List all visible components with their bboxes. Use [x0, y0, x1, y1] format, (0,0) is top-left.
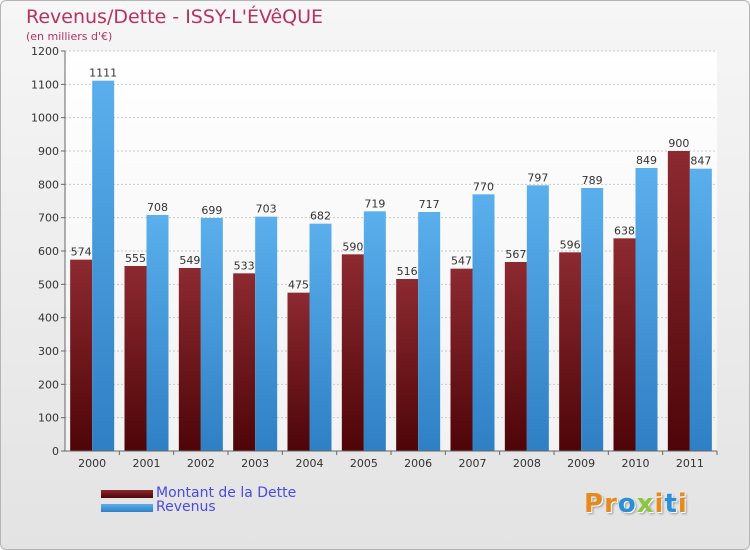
data-label-revenus: 770: [473, 180, 494, 193]
y-tick-label: 300: [38, 345, 59, 358]
bar-dette: [396, 279, 419, 451]
data-label-dette: 900: [668, 137, 689, 150]
logo-letter: i: [677, 489, 688, 519]
data-label-revenus: 847: [690, 155, 711, 168]
bar-dette: [341, 254, 364, 451]
bar-revenus: [635, 168, 658, 451]
data-label-revenus: 682: [310, 210, 331, 223]
x-tick-label: 2001: [133, 457, 161, 470]
x-tick-label: 2000: [78, 457, 106, 470]
y-tick-label: 500: [38, 278, 59, 291]
bar-dette: [70, 259, 93, 451]
y-tick-label: 100: [38, 412, 59, 425]
bar-revenus: [309, 223, 332, 451]
x-tick-label: 2011: [676, 457, 704, 470]
x-tick-label: 2008: [513, 457, 541, 470]
data-label-dette: 638: [614, 224, 635, 237]
bar-dette: [613, 238, 636, 451]
bar-dette: [124, 266, 147, 451]
y-tick-label: 800: [38, 178, 59, 191]
logo-letter: o: [617, 489, 637, 519]
proxiti-logo: Proxiti: [584, 489, 688, 519]
data-label-revenus: 717: [419, 198, 440, 211]
x-tick-label: 2002: [187, 457, 215, 470]
bar-dette: [450, 268, 473, 451]
data-label-dette: 596: [560, 238, 581, 251]
y-tick-label: 200: [38, 378, 59, 391]
x-tick-label: 2006: [404, 457, 432, 470]
data-label-dette: 547: [451, 255, 472, 268]
x-tick-label: 2009: [567, 457, 595, 470]
bar-dette: [667, 151, 690, 451]
bar-dette: [287, 292, 310, 451]
bar-revenus: [146, 215, 169, 451]
chart-subtitle: (en milliers d'€): [26, 30, 113, 43]
logo-letter: t: [664, 489, 678, 519]
logo-letter: P: [584, 489, 605, 519]
bar-revenus: [363, 211, 386, 451]
y-tick-label: 700: [38, 212, 59, 225]
legend-swatch-revenus: [101, 504, 153, 512]
data-label-dette: 590: [342, 240, 363, 253]
y-tick-label: 1100: [31, 78, 59, 91]
y-tick-label: 400: [38, 312, 59, 325]
y-tick-label: 600: [38, 245, 59, 258]
bar-dette: [233, 273, 256, 451]
bar-revenus: [526, 185, 549, 452]
bar-revenus: [418, 212, 441, 451]
data-label-dette: 567: [505, 248, 526, 261]
legend-swatch-dette: [101, 490, 153, 498]
bar-revenus: [472, 194, 495, 452]
bar-dette: [178, 268, 201, 451]
x-tick-label: 2010: [622, 457, 650, 470]
chart-title: Revenus/Dette - ISSY-L'ÉVêQUE: [26, 6, 324, 28]
data-label-dette: 555: [125, 252, 146, 265]
legend-label-revenus: Revenus: [156, 499, 216, 515]
data-label-revenus: 699: [201, 204, 222, 217]
y-tick-label: 900: [38, 145, 59, 158]
data-label-dette: 516: [397, 265, 418, 278]
data-label-revenus: 789: [582, 174, 603, 187]
logo-letter: r: [604, 489, 618, 519]
data-label-revenus: 708: [147, 201, 168, 214]
data-label-revenus: 797: [527, 171, 548, 184]
data-label-revenus: 849: [636, 154, 657, 167]
data-label-dette: 574: [71, 246, 92, 259]
bar-revenus: [92, 80, 115, 452]
logo-letter: x: [636, 489, 655, 519]
data-label-revenus: 719: [364, 197, 385, 210]
bar-dette: [559, 252, 582, 451]
y-tick-label: 0: [52, 445, 59, 458]
bar-revenus: [581, 188, 604, 451]
bar-revenus: [689, 168, 712, 451]
bar-revenus: [255, 216, 278, 451]
data-label-dette: 475: [288, 279, 309, 292]
x-tick-label: 2004: [296, 457, 324, 470]
bar-dette: [504, 262, 527, 451]
y-tick-label: 1000: [31, 112, 59, 125]
logo-letter: i: [654, 489, 665, 519]
x-tick-label: 2005: [350, 457, 378, 470]
y-tick-label: 1200: [31, 45, 59, 58]
data-label-revenus: 703: [256, 203, 277, 216]
legend-label-dette: Montant de la Dette: [156, 485, 297, 501]
x-tick-label: 2007: [459, 457, 487, 470]
data-label-revenus: 1111: [89, 67, 117, 80]
data-label-dette: 533: [234, 259, 255, 272]
bar-revenus: [200, 218, 223, 451]
data-label-dette: 549: [179, 254, 200, 267]
x-tick-label: 2003: [241, 457, 269, 470]
